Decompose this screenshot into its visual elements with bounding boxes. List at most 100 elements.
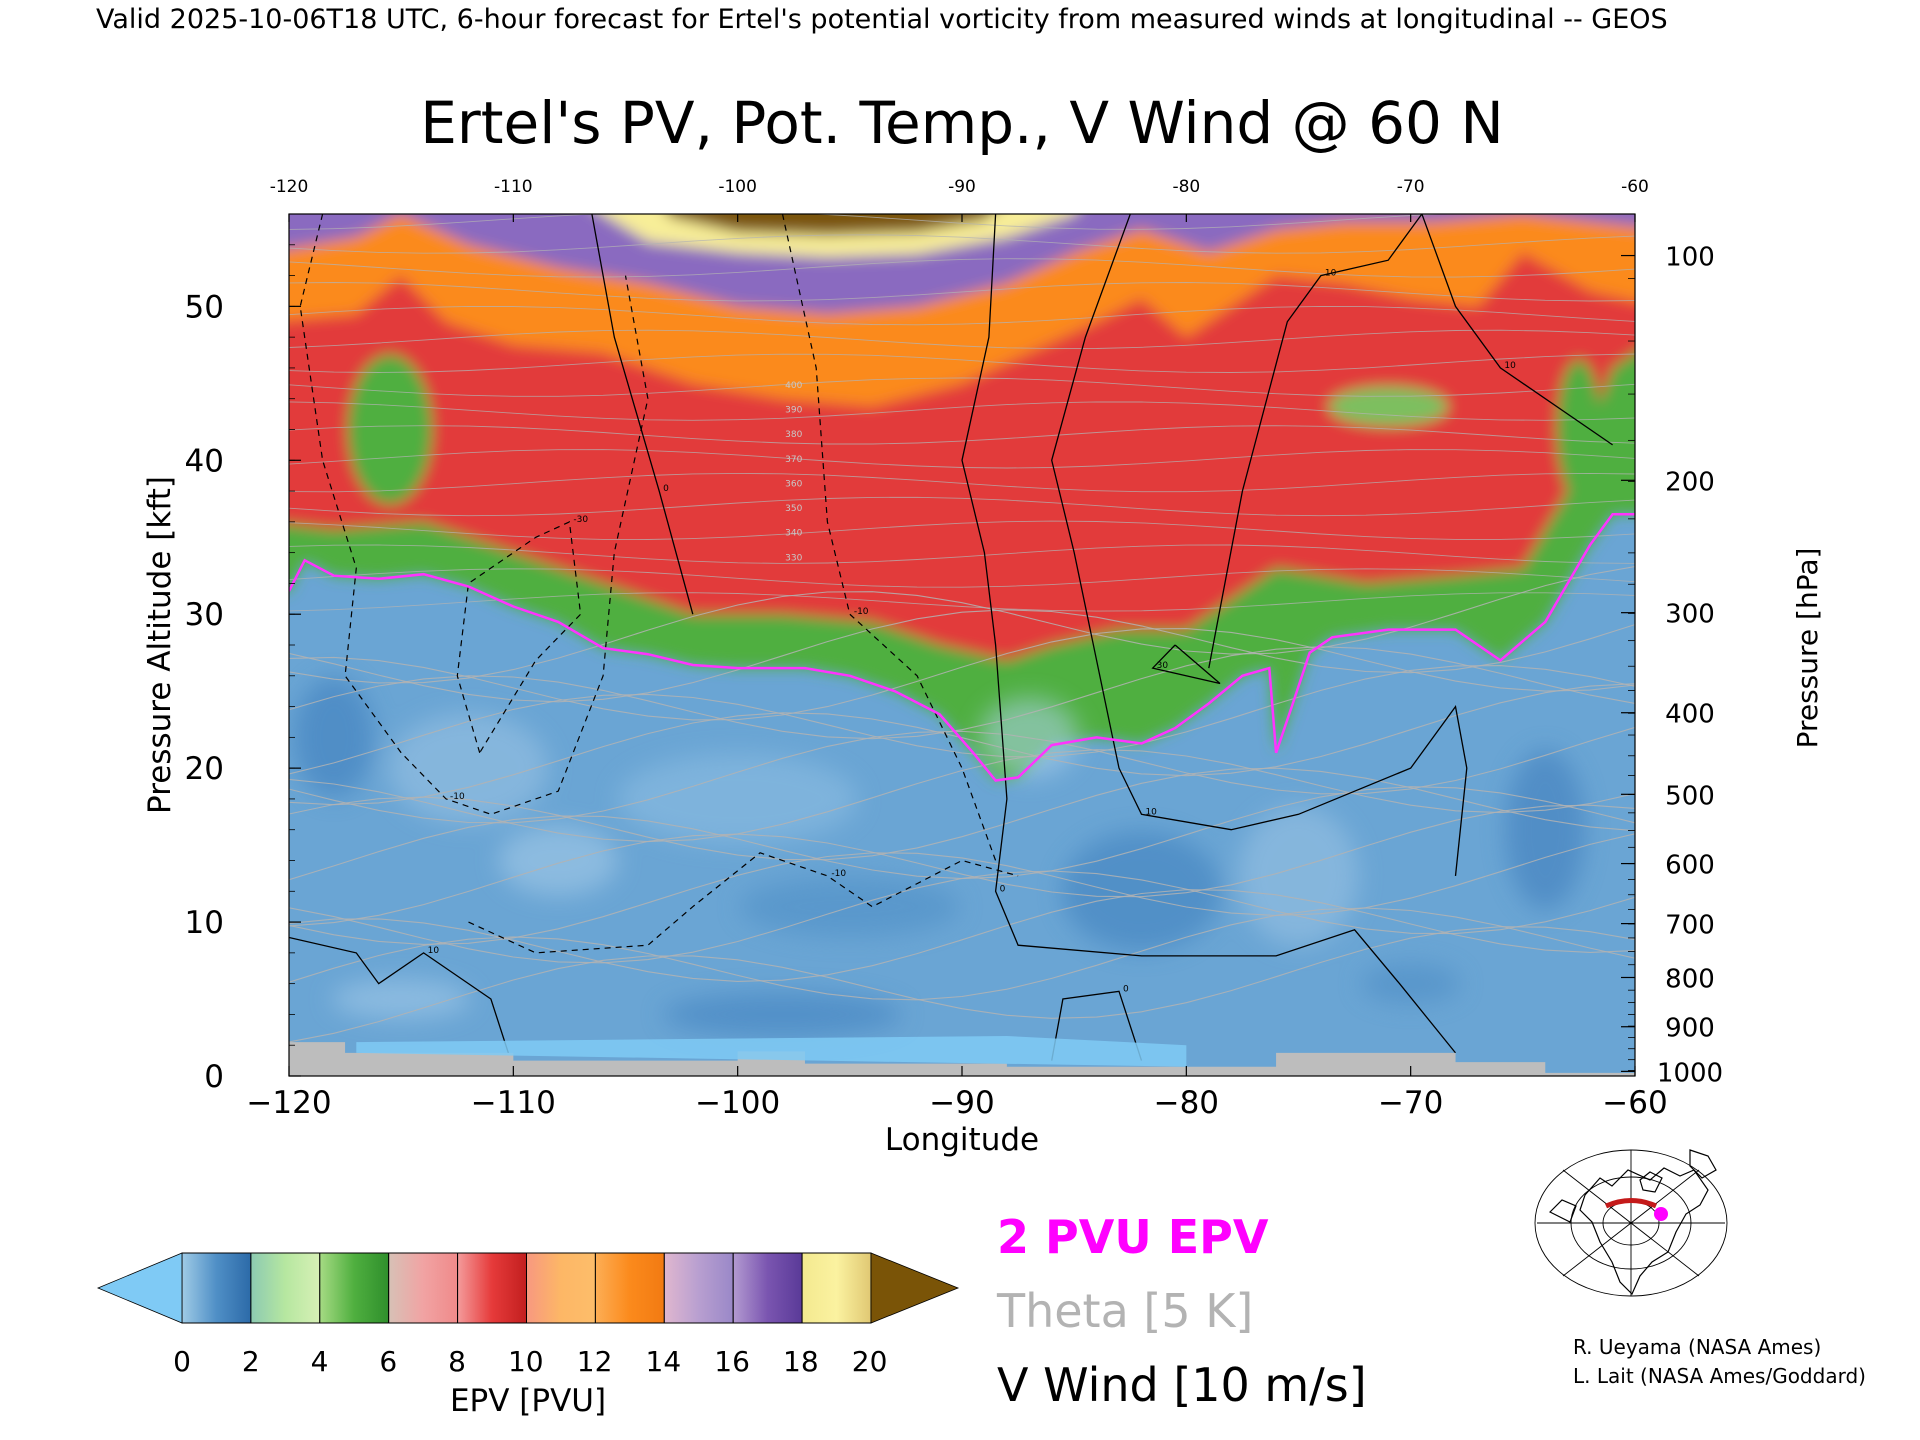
v-wind-negative-contour [468,852,1019,954]
pressure-tick-label: 700 [1665,911,1715,941]
theta-line [289,646,1635,740]
theta-label: 360 [785,479,802,489]
theta-line [289,568,1635,588]
v-wind-label: 10 [1145,807,1157,817]
valid-line: Valid 2025-10-06T18 UTC, 6-hour forecast… [96,4,1668,35]
v-wind-label: 0 [1000,884,1006,894]
theta-line [289,683,1635,806]
v-wind-label: 10 [1504,361,1516,371]
colorbar-under-arrow [96,1252,183,1324]
theta-label: 340 [785,529,802,539]
pressure-tick-label: 200 [1665,467,1715,497]
texture-blob [1505,749,1586,910]
theta-line [289,786,1635,881]
x-tick-label: −100 [695,1085,780,1121]
theta-label: 350 [785,504,802,514]
y2-axis-label: Pressure [hPa] [1791,548,1824,749]
pressure-tick-label: 1000 [1657,1058,1723,1088]
texture-blob [293,677,374,798]
theta-line [289,804,1635,927]
x-top-tick-label: -110 [494,177,533,197]
epv-colorbar: 0 2 4 6 8 10 12 14 16 18 20 [96,1252,960,1378]
theta-line [289,566,1635,684]
pressure-tick-label: 800 [1665,964,1715,994]
v-wind-negative-contour [299,214,649,815]
texture-blob [1238,805,1359,946]
theta-line [289,496,1635,517]
pressure-tick-label: 400 [1665,700,1715,730]
v-wind-negative-contour [781,214,997,861]
plot-area: 330 340 350 360 370 380 390 400 0 0 10 10 10 30 10 0 -1… [289,214,1635,1076]
v-wind-label: -10 [831,869,846,879]
theta-line [289,544,1635,564]
x-top-tick-label: -60 [1621,177,1649,197]
credit-line-2: L. Lait (NASA Ames/Goddard) [1573,1364,1866,1388]
theta-line [289,377,1635,397]
v-wind-contour [1208,214,1423,669]
colorbar-segment [388,1252,459,1324]
texture-blob [331,979,472,1020]
colorbar-over-arrow [870,1252,960,1324]
theta-line [289,234,1635,254]
texture-blob [1360,963,1461,1004]
texture-blob [388,713,549,824]
theta-label: 330 [785,553,802,563]
theta-label: 370 [785,455,802,465]
x-tick-label: −90 [929,1085,994,1121]
theta-line [289,889,1635,982]
v-wind-label: 10 [1325,269,1337,279]
theta-line [289,592,1635,612]
v-wind-label: 30 [1157,661,1169,671]
y-tick-label: 30 [185,597,224,633]
theta-line [289,425,1635,445]
v-wind-contour [1051,214,1468,876]
theta-line [289,472,1635,493]
colorbar-segment [732,1252,803,1324]
theta-label: 390 [785,406,802,416]
theta-label: 380 [785,430,802,440]
texture-blob [498,825,619,896]
pv-green-pocket-right [1556,359,1601,500]
x-tick-label: −120 [246,1085,331,1121]
colorbar-tick-label: 4 [311,1345,329,1378]
colorbar-segment [663,1252,734,1324]
colorbar-segment [250,1252,321,1324]
x-tick-label: −70 [1378,1085,1443,1121]
pressure-tick-label: 600 [1665,851,1715,881]
low-pv-layer [356,1035,1187,1067]
y-tick-label: 20 [185,751,224,787]
x-top-tick-label: -80 [1172,177,1200,197]
theta-line [289,449,1635,469]
y-tick-label: 0 [204,1059,224,1095]
theta-line [289,353,1635,373]
colorbar-tick-label: 18 [783,1345,819,1378]
legend-theta: Theta [5 K] [996,1284,1253,1338]
colorbar-tick-label: 2 [242,1345,260,1378]
terrain [289,1035,1635,1076]
v-wind-label: 0 [1123,984,1129,994]
pressure-tick-label: 500 [1665,781,1715,811]
colorbar-segment [801,1252,872,1324]
y-axis-altitude: 0 10 20 30 40 50 [185,244,301,1095]
pressure-tick-label: 100 [1665,243,1715,273]
legend-epv: 2 PVU EPV [997,1210,1269,1264]
pv-texture [293,677,1586,1037]
x-top-tick-label: -70 [1397,177,1425,197]
x-tick-label: −60 [1602,1085,1667,1121]
texture-blob [617,753,858,844]
theta-line [289,401,1635,421]
v-wind-contour [591,214,694,615]
tropopause-2pvu-line [289,512,1635,782]
legend-wind: V Wind [10 m/s] [997,1358,1367,1412]
theta-line [289,628,1635,721]
pv-bands [289,214,1635,781]
y-tick-label: 40 [185,443,224,479]
x-tick-label: −110 [471,1085,556,1121]
v-wind-label: 10 [428,946,440,956]
v-wind-label: -30 [573,515,588,525]
colorbar-tick-label: 0 [173,1345,191,1378]
theta-line [289,907,1635,1001]
v-wind-contour [961,214,1457,1054]
texture-blob [1061,831,1222,952]
x-top-tick-label: -100 [718,177,757,197]
